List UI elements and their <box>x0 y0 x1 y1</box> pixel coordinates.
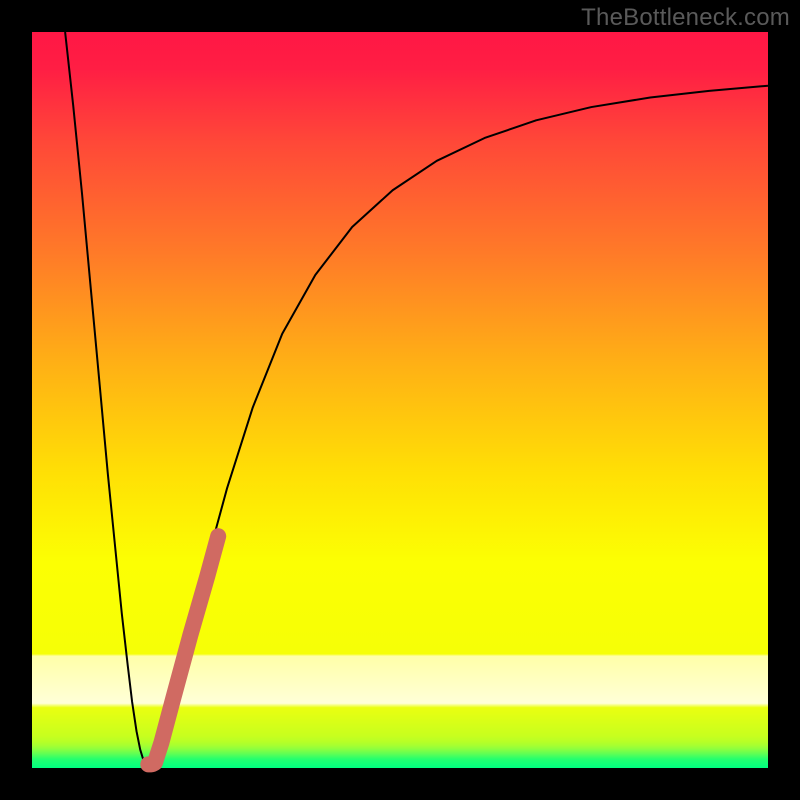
plot-background <box>32 32 768 768</box>
watermark-text: TheBottleneck.com <box>581 4 790 32</box>
chart-container: TheBottleneck.com <box>0 0 800 800</box>
chart-canvas <box>0 0 800 800</box>
